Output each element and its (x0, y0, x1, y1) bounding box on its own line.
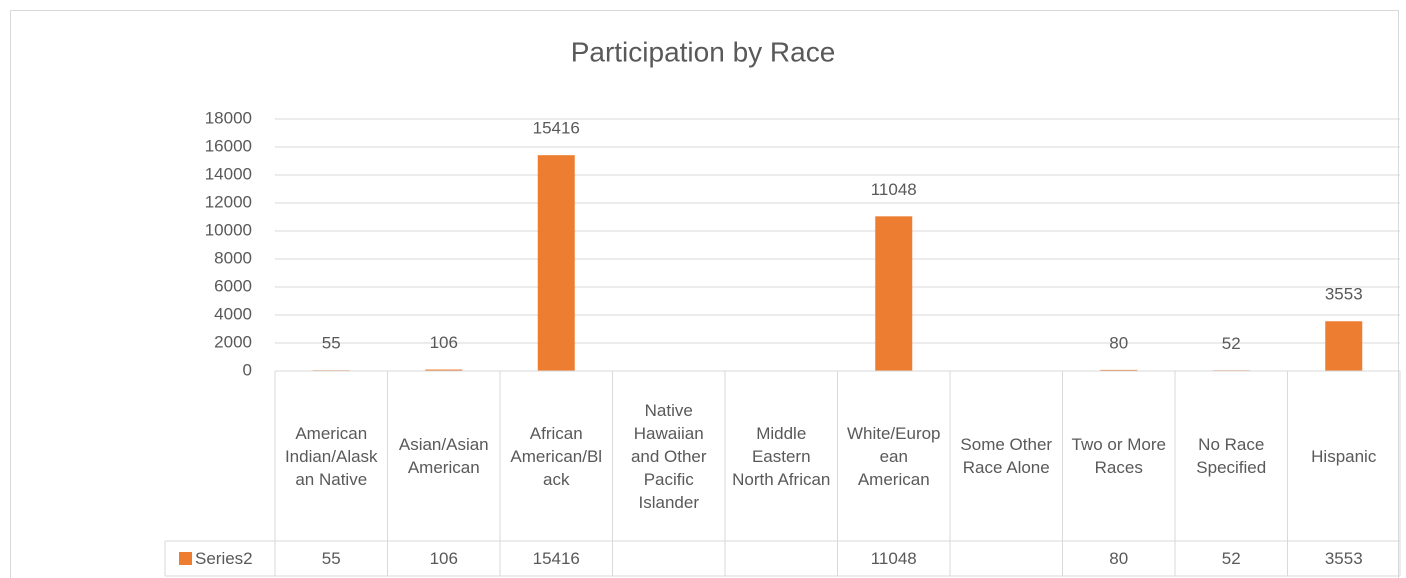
bar (537, 155, 575, 371)
chart-title: Participation by Race (571, 36, 836, 67)
table-value: 11048 (871, 549, 917, 568)
data-label: 106 (430, 333, 458, 352)
y-tick-label: 4000 (214, 304, 252, 323)
chart-border (10, 10, 1399, 578)
y-tick-label: 12000 (205, 192, 252, 211)
y-tick-label: 8000 (214, 248, 252, 267)
category-label: Some Other Race Alone (960, 435, 1053, 477)
category-label: Asian/Asian American (398, 435, 489, 477)
category-label: Middle Eastern North African (732, 423, 831, 489)
category-label: American Indian/Alaskan Native (284, 423, 378, 489)
y-tick-label: 18000 (205, 108, 252, 127)
table-value: 80 (1109, 549, 1128, 568)
category-label: Two or More Races (1071, 435, 1166, 477)
table-value: 106 (430, 549, 458, 568)
y-tick-label: 16000 (205, 136, 252, 155)
y-tick-label: 0 (243, 360, 252, 379)
data-label: 55 (322, 334, 341, 353)
y-tick-label: 2000 (214, 332, 252, 351)
data-label: 15416 (533, 119, 580, 138)
bar (1325, 321, 1363, 371)
legend-swatch (179, 552, 192, 565)
table-value: 3553 (1325, 549, 1363, 568)
bar (875, 216, 913, 371)
table-value: 15416 (533, 549, 580, 568)
y-tick-label: 6000 (214, 276, 252, 295)
bar (1100, 369, 1138, 371)
category-label: Native Hawaiian and Other Pacific Island… (630, 400, 707, 512)
data-label: 3553 (1325, 285, 1363, 304)
table-value: 55 (322, 549, 341, 568)
legend-label: Series2 (195, 549, 253, 568)
data-label: 80 (1109, 333, 1128, 352)
category-label: Hispanic (1311, 446, 1377, 466)
data-label: 52 (1222, 334, 1241, 353)
bar (425, 369, 463, 371)
y-tick-label: 14000 (205, 164, 252, 183)
category-label: African American/Black (510, 423, 603, 489)
category-label: No Race Specified (1196, 435, 1267, 477)
data-label: 11048 (871, 180, 917, 199)
table-value: 52 (1222, 549, 1241, 568)
y-tick-label: 10000 (205, 220, 252, 239)
category-label: White/European American (846, 423, 941, 489)
